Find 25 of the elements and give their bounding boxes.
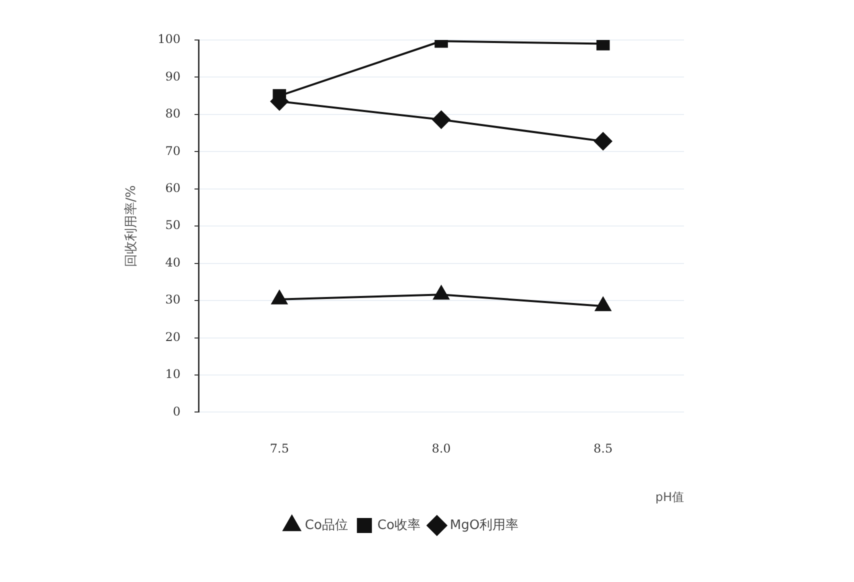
point: [271, 290, 288, 304]
legend-label: Co品位: [304, 518, 348, 533]
y-tick-label: 40: [165, 255, 181, 270]
y-tick-label: 10: [165, 367, 181, 382]
y-tick-label: 20: [165, 330, 181, 344]
x-axis-title: pH值: [655, 490, 684, 504]
y-tick-label: 70: [165, 144, 181, 158]
point: [596, 40, 610, 50]
y-tick-label: 30: [165, 292, 181, 307]
y-tick-label: 80: [165, 106, 181, 121]
legend-label: Co收率: [377, 516, 420, 533]
point: [433, 286, 450, 300]
y-tick-label: 90: [165, 69, 181, 84]
y-tick-label: 100: [158, 32, 181, 46]
x-tick-label: 8.0: [432, 442, 451, 456]
point: [595, 297, 612, 312]
y-tick-label: 0: [172, 404, 181, 418]
x-tick-label: 8.5: [594, 442, 613, 456]
y-tick-label: 50: [165, 218, 181, 232]
point: [594, 132, 612, 150]
x-tick-label: 7.5: [270, 442, 289, 456]
y-tick-label: 60: [165, 181, 181, 196]
point: [432, 110, 450, 129]
y-axis-title: 回收利用率/%: [123, 185, 140, 267]
legend-label: MgO利用率: [450, 516, 519, 533]
